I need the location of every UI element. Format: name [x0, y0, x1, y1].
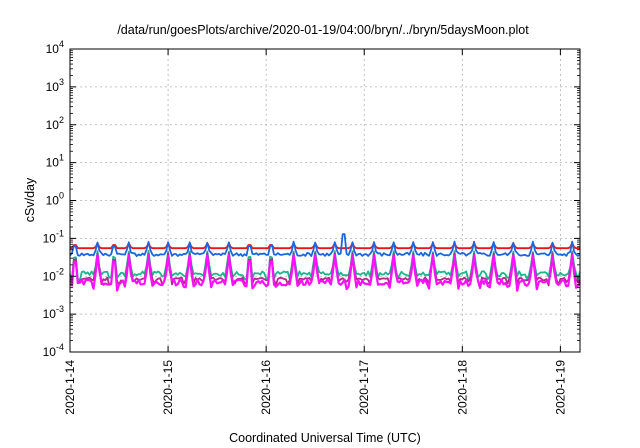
y-tick-label: 104	[46, 39, 64, 56]
y-tick-label: 10-2	[43, 266, 64, 283]
series-layer	[69, 233, 581, 292]
y-axis-label: cSv/day	[23, 177, 37, 222]
y-tick-label: 10-4	[43, 342, 64, 359]
y-tick-label: 101	[46, 153, 64, 170]
series-line	[69, 254, 581, 292]
y-tick-label: 100	[46, 191, 64, 208]
x-axis-label: Coordinated Universal Time (UTC)	[229, 431, 421, 445]
y-axis: 10-4 10-3 10-2 10-1 100 101 102 103 104	[43, 39, 580, 359]
x-axis: 2020-1-14 2020-1-15 2020-1-16 2020-1-17 2020…	[63, 49, 567, 415]
x-tick-label: 2020-1-19	[553, 360, 567, 415]
x-tick-label: 2020-1-14	[63, 360, 77, 415]
y-tick-label: 10-3	[43, 304, 64, 321]
grid-lines	[70, 49, 580, 352]
y-tick-label: 102	[46, 115, 64, 132]
chart-title: /data/run/goesPlots/archive/2020-01-19/0…	[117, 23, 529, 37]
x-tick-label: 2020-1-15	[161, 360, 175, 415]
x-tick-label: 2020-1-18	[455, 360, 469, 415]
x-tick-label: 2020-1-17	[357, 360, 371, 415]
x-tick-label: 2020-1-16	[259, 360, 273, 415]
y-tick-label: 10-1	[43, 228, 64, 245]
series-line	[69, 233, 581, 258]
y-tick-label: 103	[46, 77, 64, 94]
